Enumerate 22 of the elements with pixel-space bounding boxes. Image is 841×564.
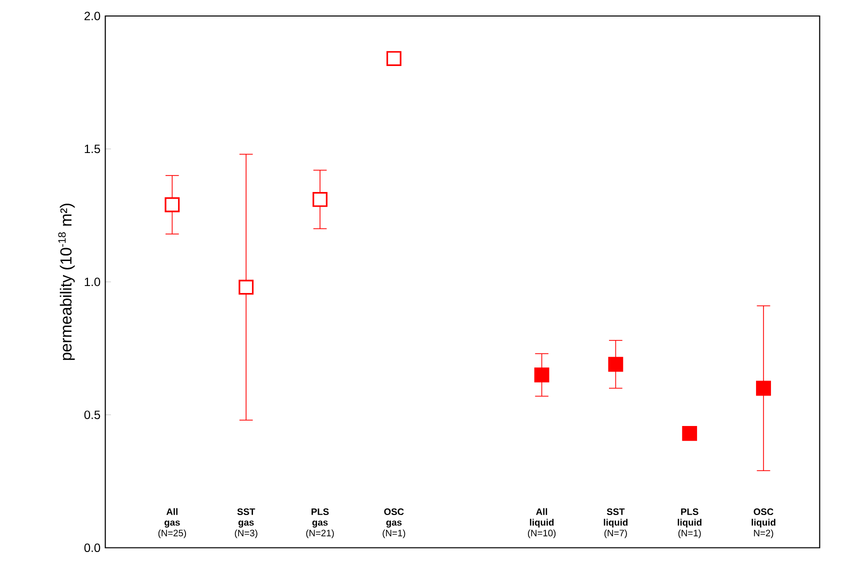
x-tick-label: OSC liquid N=2) [752, 508, 776, 538]
x-tick-label: All gas (N=25) [158, 508, 186, 538]
point [312, 192, 328, 208]
x-tick-label: All liquid (N=10) [528, 508, 556, 538]
point [682, 426, 698, 442]
x-tick-label: PLS gas (N=21) [306, 508, 334, 538]
point [756, 380, 771, 396]
x-tick-label: OSC gas (N=1) [382, 508, 406, 538]
y-tick-label: 2.0 [84, 12, 100, 20]
point [238, 280, 254, 295]
x-tick-label: SST gas (N=3) [234, 508, 258, 538]
x-tick-label: SST liquid (N=7) [604, 508, 628, 538]
point [608, 356, 624, 372]
y-tick-label: 1.0 [84, 278, 100, 286]
point [386, 51, 402, 66]
y-tick-label: 0.0 [84, 544, 100, 552]
y-tick-label: 0.5 [84, 410, 100, 420]
y-axis-title: permeability (10$^{-18}$ m²) [58, 204, 75, 360]
x-tick-label: PLS liquid (N=1) [678, 508, 702, 538]
y-tick-label: 1.5 [84, 144, 100, 154]
point [534, 368, 550, 383]
point [164, 197, 180, 212]
